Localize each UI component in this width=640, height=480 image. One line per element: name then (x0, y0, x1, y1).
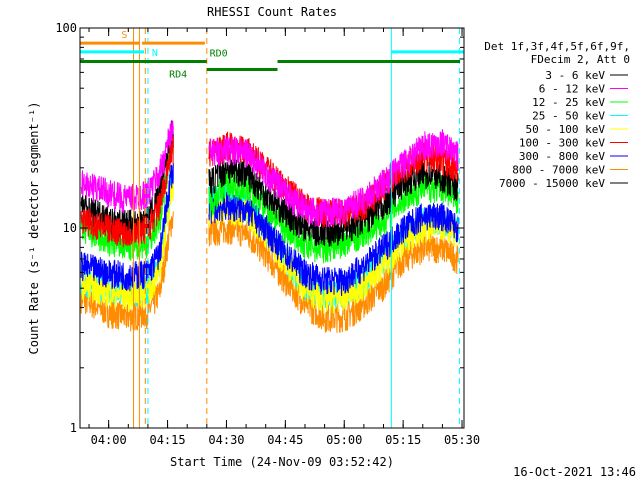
legend-entry-label: 300 - 800 keV (519, 150, 605, 163)
timestamp-footer: 16-Oct-2021 13:46 (513, 465, 636, 479)
series-line-6-12-kev (80, 120, 459, 228)
flag-label-n: N (152, 48, 158, 59)
legend-entry-label: 7000 - 15000 keV (499, 177, 605, 190)
x-axis-ticks: 04:00 04:15 04:30 04:45 05:00 05:15 05:30 (88, 28, 480, 447)
y-axis-label: Count Rate (s⁻¹ detector segment⁻¹) (27, 102, 41, 355)
y-axis-ticks: 1 10 100 (55, 21, 464, 435)
x-tick-label: 05:00 (326, 433, 362, 447)
x-tick-label: 04:15 (149, 433, 185, 447)
chart-title: RHESSI Count Rates (207, 5, 337, 19)
x-axis-label: Start Time (24-Nov-09 03:52:42) (170, 455, 394, 469)
y-tick-label: 100 (55, 21, 77, 35)
legend-header-line-1: Det 1f,3f,4f,5f,6f,9f, (484, 40, 630, 53)
flag-label-s: S (121, 30, 127, 41)
series-line-100-300-kev (80, 131, 459, 248)
legend-entry-label: 6 - 12 keV (539, 83, 606, 96)
legend-entry-label: 100 - 300 keV (519, 137, 605, 150)
x-tick-label: 05:15 (385, 433, 421, 447)
legend-entry-label: 50 - 100 keV (526, 123, 606, 136)
legend-entry-label: 3 - 6 keV (545, 69, 605, 82)
flag-label-rd0: RD0 (210, 48, 228, 59)
legend-entry-label: 25 - 50 keV (532, 110, 605, 123)
legend: Det 1f,3f,4f,5f,6f,9f,FDecim 2, Att 0 3 -… (484, 40, 630, 190)
y-tick-label: 1 (70, 421, 77, 435)
legend-entry-label: 800 - 7000 keV (512, 164, 605, 177)
x-tick-label: 04:30 (208, 433, 244, 447)
x-tick-label: 04:45 (267, 433, 303, 447)
y-tick-label: 10 (63, 221, 77, 235)
series-line-300-800-kev (80, 162, 459, 297)
series-layer (80, 120, 459, 333)
legend-header-line-2: FDecim 2, Att 0 (531, 53, 630, 66)
flag-label-rd4: RD4 (169, 70, 187, 81)
flag-layer: S N RD0 RD4 (80, 30, 464, 81)
legend-entry-label: 12 - 25 keV (532, 96, 605, 109)
x-tick-label: 04:00 (91, 433, 127, 447)
x-tick-label: 05:30 (444, 433, 480, 447)
